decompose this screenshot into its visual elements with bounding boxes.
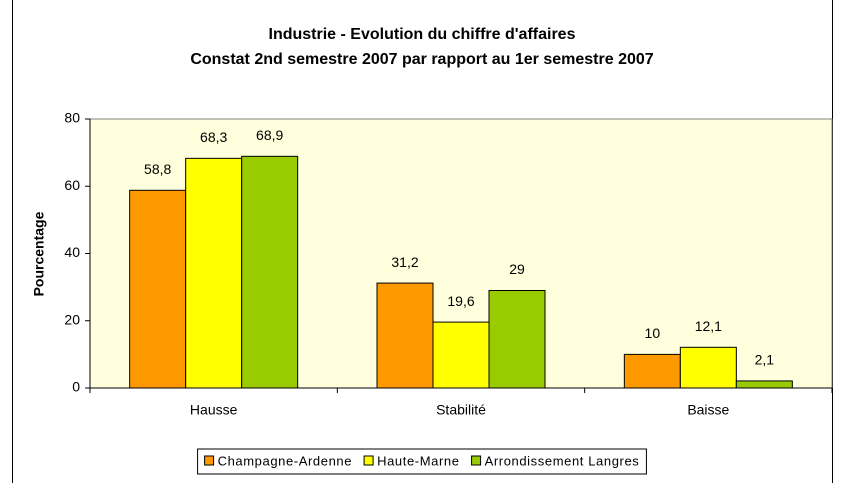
value-label: 2,1: [755, 352, 775, 368]
legend-swatch: [363, 455, 374, 466]
value-label: 31,2: [391, 254, 418, 270]
y-tick-label: 20: [64, 311, 80, 327]
bar: [376, 282, 434, 389]
legend-swatch: [204, 455, 215, 466]
value-label: 68,9: [256, 127, 283, 143]
y-axis-title: Pourcentage: [31, 211, 47, 296]
x-tick-label: Stabilité: [436, 402, 486, 418]
legend: [197, 448, 647, 475]
bar: [241, 155, 299, 389]
bar: [432, 321, 490, 389]
chart-title: Industrie - Evolution du chiffre d'affai…: [269, 26, 576, 43]
value-label: 10: [645, 325, 661, 341]
x-tick-label: Baisse: [687, 402, 729, 418]
legend-label: Champagne-Ardenne: [218, 453, 353, 468]
bar: [735, 380, 793, 389]
y-tick-label: 60: [64, 177, 80, 193]
legend-label: Arrondissement Langres: [485, 453, 640, 468]
y-tick-label: 0: [72, 379, 80, 395]
bar: [679, 346, 737, 389]
value-label: 12,1: [695, 318, 722, 334]
bar: [488, 289, 546, 389]
bar: [623, 353, 681, 389]
value-label: 68,3: [200, 129, 227, 145]
y-tick-label: 80: [64, 110, 80, 126]
bar: [129, 189, 187, 389]
legend-label: Haute-Marne: [377, 453, 459, 468]
x-tick-label: Hausse: [190, 402, 238, 418]
chart-subtitle: Constat 2nd semestre 2007 par rapport au…: [190, 51, 653, 68]
y-tick-label: 40: [64, 244, 80, 260]
value-label: 19,6: [447, 293, 474, 309]
bar: [185, 157, 243, 389]
legend-swatch: [471, 455, 482, 466]
value-label: 58,8: [144, 161, 171, 177]
value-label: 29: [509, 261, 525, 277]
